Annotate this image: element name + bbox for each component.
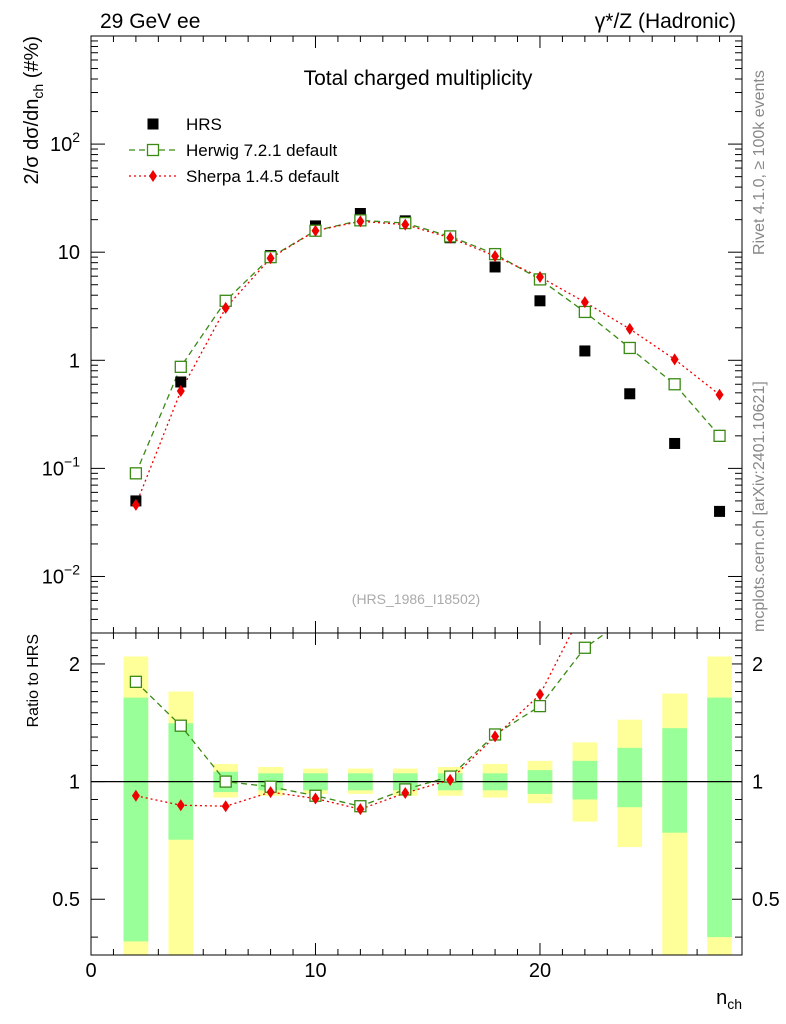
ratio-curves bbox=[129, 354, 724, 816]
herwig-point bbox=[578, 641, 592, 654]
process-label: γ*/Z (Hadronic) bbox=[595, 10, 736, 33]
y-tick-label: 10−2 bbox=[42, 561, 80, 588]
main-y-label: 2/σ dσ/dnch (#%) bbox=[21, 36, 46, 184]
main-panel: 10−2 10−1 1 10 102 Total charged multiplicit… bbox=[21, 35, 743, 634]
sherpa-point bbox=[715, 388, 724, 401]
legend-label: Herwig 7.2.1 default bbox=[186, 141, 337, 160]
sherpa-point bbox=[266, 252, 275, 265]
rivet-label: Rivet 4.1.0, ≥ 100k events bbox=[751, 70, 768, 255]
herwig-point bbox=[129, 675, 143, 688]
hrs-point bbox=[669, 437, 681, 449]
y-tick-label-right: 0.5 bbox=[752, 889, 780, 911]
sherpa-point bbox=[401, 787, 410, 800]
ratio-panel: 0 10 20 0.5 0.5 1 1 2 2 Ratio to HRS nch bbox=[25, 354, 780, 1012]
y-tick-label: 1 bbox=[69, 772, 80, 794]
sherpa-point bbox=[491, 730, 500, 743]
y-tick-label: 102 bbox=[50, 129, 80, 156]
sherpa-ratio-line bbox=[135, 633, 573, 810]
y-tick-label: 2 bbox=[69, 654, 80, 676]
analysis-id: (HRS_1986_I18502) bbox=[352, 591, 480, 607]
uncertainty-band-inner bbox=[617, 747, 643, 808]
y-tick-label: 0.5 bbox=[52, 889, 80, 911]
x-tick-label: 20 bbox=[529, 960, 551, 982]
uncertainty-band-inner bbox=[572, 760, 598, 800]
herwig-point bbox=[174, 719, 187, 732]
ratio-y-label: Ratio to HRS bbox=[25, 634, 42, 727]
mcplots-label: mcplots.cern.ch [arXiv:2401.10621] bbox=[751, 381, 768, 632]
sherpa-point bbox=[446, 231, 455, 244]
herwig-point bbox=[146, 143, 160, 157]
legend-hrs-marker bbox=[147, 118, 159, 130]
herwig-ratio-line bbox=[135, 633, 607, 807]
legend: HRS Herwig 7.2.1 default Sherpa 1.4.5 defa… bbox=[129, 115, 339, 186]
sherpa-point bbox=[356, 215, 365, 228]
herwig-point bbox=[669, 563, 680, 574]
sherpa-point bbox=[625, 322, 634, 335]
hrs-point bbox=[534, 295, 546, 307]
sherpa-point bbox=[221, 301, 230, 314]
herwig-point bbox=[174, 360, 187, 373]
herwig-point bbox=[623, 341, 636, 355]
herwig-line bbox=[135, 219, 721, 474]
hrs-point bbox=[579, 345, 591, 357]
legend-label: HRS bbox=[186, 115, 222, 134]
sherpa-line bbox=[135, 220, 720, 506]
sherpa-point bbox=[221, 800, 230, 813]
uncertainty-band-inner bbox=[123, 697, 149, 942]
y-tick-label-right: 1 bbox=[752, 772, 763, 794]
x-axis-label: nch bbox=[716, 987, 742, 1012]
sherpa-point bbox=[670, 353, 679, 366]
sherpa-point bbox=[266, 786, 275, 799]
sherpa-point bbox=[311, 792, 320, 805]
herwig-point bbox=[713, 429, 726, 442]
herwig-point bbox=[219, 775, 232, 788]
herwig-point bbox=[624, 611, 635, 622]
sherpa-point bbox=[716, 354, 724, 366]
sherpa-point bbox=[671, 471, 679, 483]
hrs-point bbox=[175, 376, 187, 388]
hrs-point bbox=[354, 208, 366, 220]
sherpa-point bbox=[311, 224, 320, 237]
ratio-plot-area: 0 10 20 0.5 0.5 1 1 2 2 bbox=[52, 354, 780, 982]
sherpa-point bbox=[491, 250, 500, 263]
hrs-point bbox=[489, 261, 501, 273]
uncertainty-band-inner bbox=[707, 697, 732, 938]
legend-label: Sherpa 1.4.5 default bbox=[186, 167, 339, 186]
sherpa-point bbox=[176, 799, 185, 812]
sherpa-point bbox=[535, 270, 544, 283]
uncertainty-band-inner bbox=[662, 728, 688, 833]
sherpa-point bbox=[149, 170, 157, 182]
main-plot-area: 10−2 10−1 1 10 102 bbox=[42, 35, 743, 634]
x-tick-label: 10 bbox=[304, 960, 326, 982]
y-tick-label: 10 bbox=[58, 242, 80, 264]
herwig-point bbox=[533, 699, 547, 713]
sherpa-point bbox=[131, 789, 140, 802]
sherpa-point bbox=[176, 384, 185, 397]
x-tick-label: 0 bbox=[85, 960, 96, 982]
sherpa-point bbox=[581, 601, 589, 613]
sherpa-point bbox=[626, 540, 634, 552]
hrs-point bbox=[624, 388, 636, 400]
sherpa-point bbox=[131, 498, 140, 511]
ratio-frame bbox=[90, 632, 743, 956]
herwig-point bbox=[668, 378, 681, 391]
sherpa-point bbox=[580, 296, 589, 309]
plot-title: Total charged multiplicity bbox=[304, 67, 533, 90]
y-tick-label-right: 2 bbox=[752, 654, 763, 676]
y-tick-label: 1 bbox=[69, 350, 80, 372]
sherpa-point bbox=[446, 773, 455, 786]
sherpa-point bbox=[356, 803, 365, 816]
sherpa-point bbox=[401, 218, 410, 231]
y-tick-label: 10−1 bbox=[42, 453, 80, 480]
energy-label: 29 GeV ee bbox=[100, 10, 200, 33]
herwig-point bbox=[129, 467, 143, 480]
sherpa-point bbox=[535, 688, 544, 701]
hrs-point bbox=[714, 505, 726, 517]
